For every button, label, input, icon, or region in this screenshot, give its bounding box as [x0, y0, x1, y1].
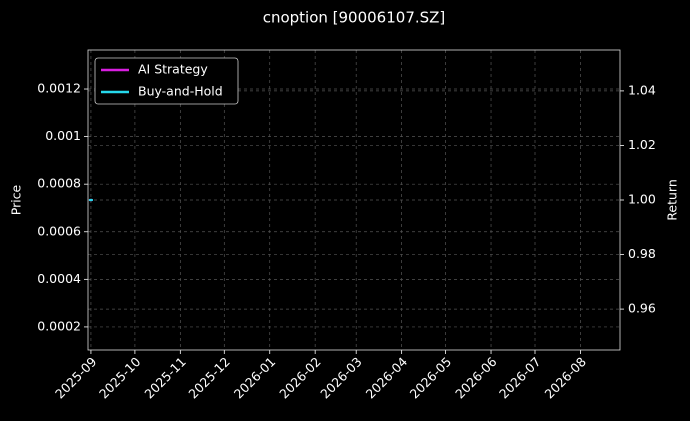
y-tick-label: 0.0002: [37, 318, 81, 333]
x-tick-label: 2026-02: [276, 354, 324, 402]
y-tick-label: 0.0008: [37, 176, 81, 191]
x-tick-label: 2025-12: [185, 354, 233, 402]
y-tick-label: 0.001: [45, 128, 81, 143]
y2-tick-label: 1.04: [628, 82, 656, 97]
x-tick-label: 2025-11: [141, 354, 189, 402]
y2-tick-label: 0.98: [628, 246, 656, 261]
x-tick-label: 2026-05: [407, 354, 455, 402]
y-tick-label: 0.0006: [37, 223, 81, 238]
y2-tick-label: 1.00: [628, 192, 656, 207]
x-tick-label: 2026-08: [541, 354, 589, 402]
x-tick-label: 2026-04: [363, 354, 411, 402]
legend-label: AI Strategy: [138, 62, 208, 77]
y-tick-label: 0.0012: [37, 81, 81, 96]
x-tick-label: 2026-07: [496, 354, 544, 402]
y-axis-label: Price: [9, 184, 24, 215]
x-tick-label: 2026-01: [231, 354, 279, 402]
legend-box: [94, 57, 239, 105]
x-tick-label: 2025-10: [96, 354, 144, 402]
y2-axis-label: Return: [665, 179, 680, 220]
x-tick-label: 2026-03: [317, 354, 365, 402]
plot-frame: [87, 49, 621, 351]
y-tick-label: 0.0004: [37, 271, 81, 286]
legend-label: Buy-and-Hold: [138, 84, 223, 99]
x-tick-label: 2025-09: [52, 354, 100, 402]
chart-title: cnoption [90006107.SZ]: [263, 9, 446, 27]
y2-tick-label: 0.96: [628, 301, 656, 316]
y2-tick-label: 1.02: [628, 137, 656, 152]
x-tick-label: 2026-06: [452, 354, 500, 402]
